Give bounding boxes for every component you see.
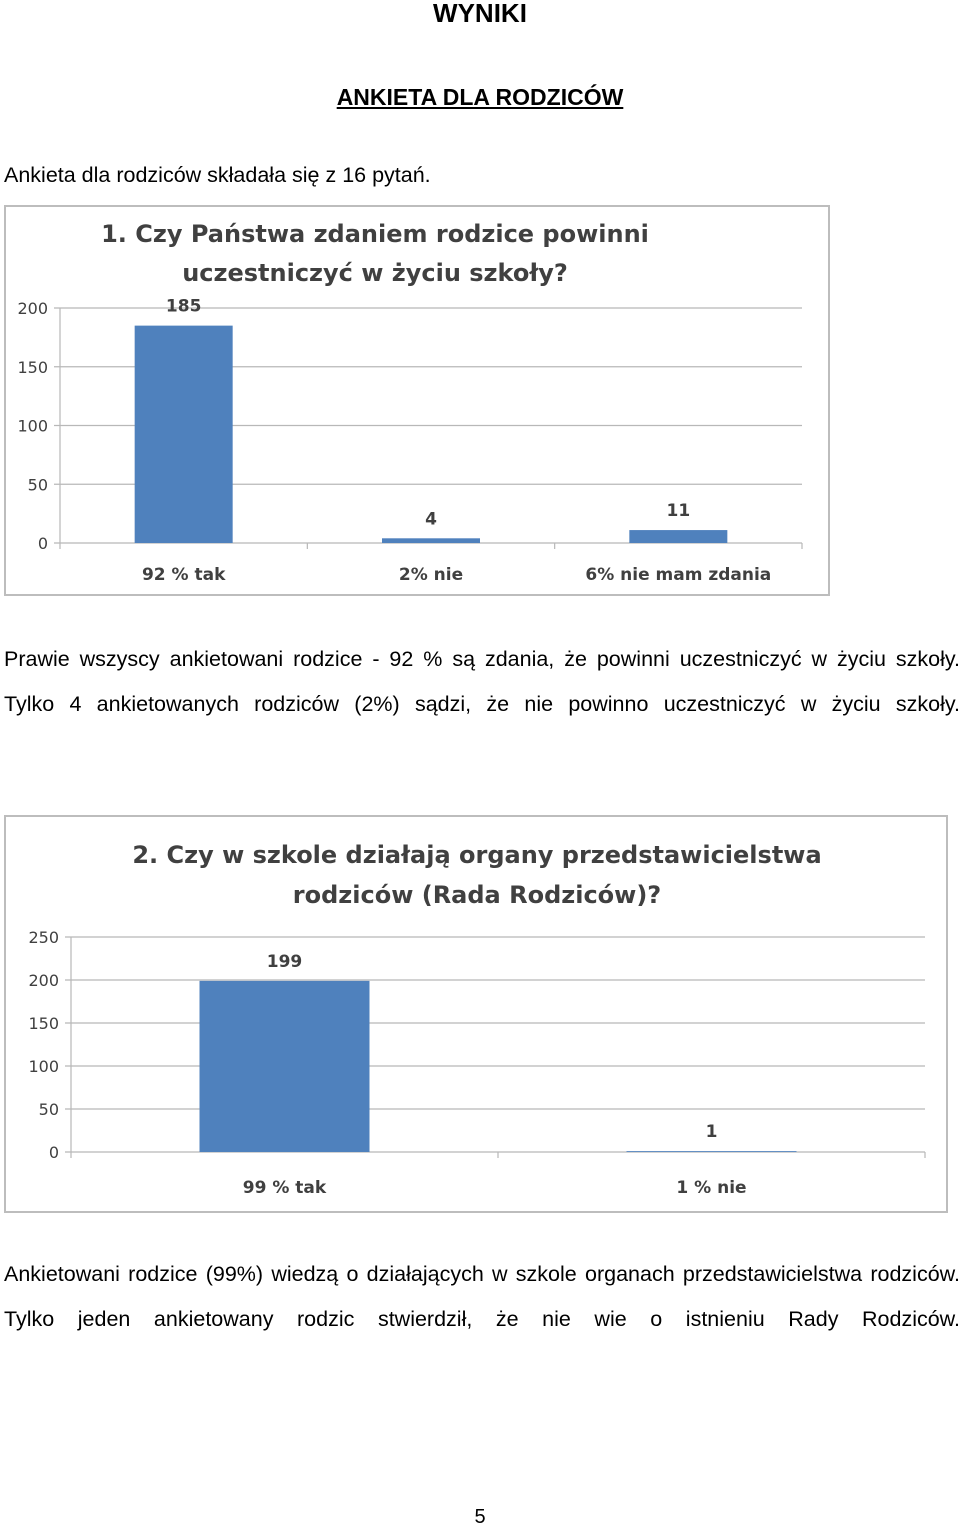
bar (382, 538, 480, 543)
y-tick-label: 200 (17, 299, 48, 318)
category-label: 99 % tak (243, 1178, 327, 1198)
category-label: 2% nie (399, 565, 463, 585)
section-title: ANKIETA DLA RODZICÓW (336, 84, 624, 110)
y-tick-label: 50 (39, 1100, 59, 1119)
data-label: 11 (666, 501, 690, 521)
bar (626, 1151, 797, 1152)
page-title: WYNIKI (433, 0, 527, 28)
y-tick-label: 250 (28, 928, 59, 947)
category-label: 92 % tak (142, 565, 226, 585)
chart-2-svg: 2. Czy w szkole działają organy przedsta… (28, 841, 926, 1198)
chart-title-line: uczestniczyć w życiu szkoły? (182, 259, 568, 287)
y-tick-label: 0 (38, 534, 48, 553)
data-label: 185 (166, 297, 202, 317)
y-tick-label: 0 (49, 1143, 59, 1162)
bar (629, 530, 728, 543)
paragraph-2: Ankietowani rodzice (99%) wiedzą o dział… (4, 1262, 960, 1331)
intro-text: Ankieta dla rodziców składała się z 16 p… (4, 163, 431, 187)
data-label: 199 (267, 952, 303, 972)
chart-1: 1. Czy Państwa zdaniem rodzice powinni uc… (4, 205, 830, 596)
y-tick-label: 150 (28, 1014, 59, 1033)
chart-1-svg: 1. Czy Państwa zdaniem rodzice powinni uc… (17, 220, 803, 585)
chart-title-line: 2. Czy w szkole działają organy przedsta… (132, 841, 821, 869)
y-tick-label: 100 (28, 1057, 59, 1076)
page-number: 5 (474, 1506, 486, 1528)
data-label: 1 (706, 1122, 718, 1142)
y-tick-label: 150 (17, 358, 48, 377)
bar (134, 325, 233, 543)
chart-2: 2. Czy w szkole działają organy przedsta… (4, 815, 948, 1213)
data-label: 4 (425, 509, 437, 529)
category-label: 6% nie mam zdania (585, 565, 771, 585)
y-tick-label: 100 (17, 417, 48, 436)
chart-title-line: 1. Czy Państwa zdaniem rodzice powinni (101, 220, 649, 248)
chart-title-line: rodziców (Rada Rodziców)? (293, 881, 661, 909)
y-tick-label: 50 (28, 475, 48, 494)
y-tick-label: 200 (28, 971, 59, 990)
category-label: 1 % nie (676, 1178, 746, 1198)
bar (199, 980, 370, 1152)
paragraph-1: Prawie wszyscy ankietowani rodzice - 92 … (4, 647, 960, 716)
